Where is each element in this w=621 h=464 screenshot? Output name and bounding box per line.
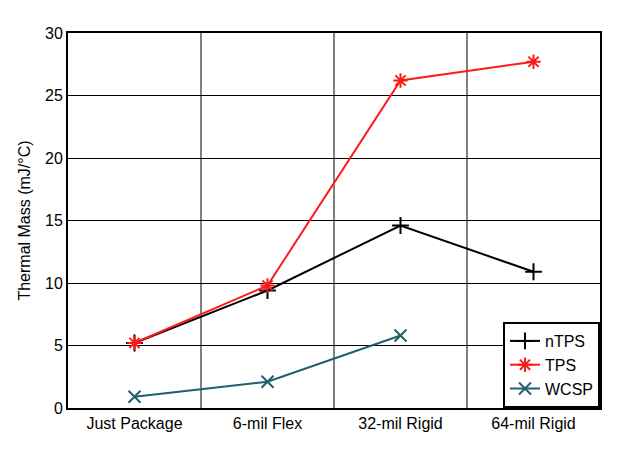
svg-text:0: 0: [54, 400, 63, 417]
svg-text:Thermal Mass (mJ/°C): Thermal Mass (mJ/°C): [16, 140, 33, 300]
svg-text:25: 25: [45, 87, 63, 104]
svg-text:nTPS: nTPS: [545, 333, 585, 350]
svg-text:32-mil Rigid: 32-mil Rigid: [358, 415, 442, 432]
svg-text:10: 10: [45, 275, 63, 292]
svg-text:64-mil Rigid: 64-mil Rigid: [491, 415, 575, 432]
svg-text:WCSP: WCSP: [545, 381, 593, 398]
svg-text:20: 20: [45, 150, 63, 167]
svg-text:15: 15: [45, 212, 63, 229]
svg-text:6-mil Flex: 6-mil Flex: [233, 415, 302, 432]
svg-text:5: 5: [54, 337, 63, 354]
svg-text:TPS: TPS: [545, 357, 576, 374]
svg-text:Just Package: Just Package: [86, 415, 182, 432]
svg-text:30: 30: [45, 25, 63, 42]
